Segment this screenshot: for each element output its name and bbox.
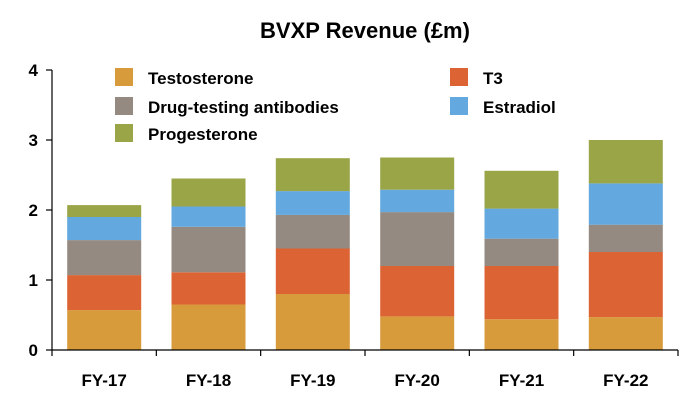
legend-swatch	[450, 97, 468, 115]
bar-segment-progesterone-fy-19	[275, 158, 350, 192]
bar-segment-estradiol-fy-18	[171, 206, 246, 227]
bar-segment-drug-testing-antibodies-fy-17	[67, 240, 142, 276]
legend-label: Progesterone	[148, 125, 258, 144]
legend-swatch	[115, 97, 133, 115]
bar-segment-drug-testing-antibodies-fy-18	[171, 226, 246, 273]
legend-label: T3	[483, 69, 503, 88]
bar-stack-fy-19	[275, 158, 350, 350]
bar-segment-progesterone-fy-18	[171, 178, 246, 207]
bar-segment-drug-testing-antibodies-fy-20	[380, 212, 455, 266]
y-tick-label: 3	[29, 131, 38, 150]
bar-segment-t3-fy-21	[484, 266, 559, 320]
legend-item-progesterone: Progesterone	[115, 124, 258, 144]
bar-segment-estradiol-fy-20	[380, 189, 455, 213]
legend-swatch	[450, 68, 468, 86]
bar-segment-progesterone-fy-17	[67, 205, 142, 217]
x-tick-label: FY-17	[81, 371, 126, 390]
y-tick-label: 4	[29, 61, 39, 80]
bar-stack-fy-22	[588, 140, 663, 350]
y-tick-label: 1	[29, 271, 38, 290]
x-tick-label: FY-22	[603, 371, 648, 390]
bar-segment-t3-fy-20	[380, 266, 455, 317]
bar-segment-progesterone-fy-22	[588, 140, 663, 184]
x-tick-label: FY-19	[290, 371, 335, 390]
legend-item-drug-testing-antibodies: Drug-testing antibodies	[115, 97, 339, 117]
bar-stack-fy-20	[380, 157, 455, 350]
bar-segment-drug-testing-antibodies-fy-19	[275, 214, 350, 249]
legend-swatch	[115, 124, 133, 142]
axes-layer: 0 1 2 3 4 FY-17 FY-18 FY-19 FY-20 FY-21 FY-22	[29, 61, 679, 390]
bar-segment-drug-testing-antibodies-fy-21	[484, 238, 559, 266]
legend-label: Drug-testing antibodies	[148, 98, 339, 117]
x-tick-label: FY-18	[186, 371, 231, 390]
bar-segment-estradiol-fy-21	[484, 208, 559, 239]
y-tick-label: 0	[29, 341, 38, 360]
y-tick-label: 2	[29, 201, 38, 220]
bar-segment-testosterone-fy-19	[275, 294, 350, 350]
bar-segment-testosterone-fy-21	[484, 319, 559, 350]
legend-swatch	[115, 68, 133, 86]
bar-stack-fy-17	[67, 205, 142, 350]
legend-item-t3: T3	[450, 68, 503, 88]
legend-item-estradiol: Estradiol	[450, 97, 556, 117]
legend-item-testosterone: Testosterone	[115, 68, 254, 88]
bar-stack-fy-21	[484, 170, 559, 350]
bar-segment-testosterone-fy-20	[380, 316, 455, 350]
bar-segment-testosterone-fy-17	[67, 310, 142, 350]
chart-title: BVXP Revenue (£m)	[260, 18, 470, 43]
bar-segment-progesterone-fy-20	[380, 157, 455, 190]
bar-segment-progesterone-fy-21	[484, 170, 559, 209]
bar-segment-estradiol-fy-22	[588, 183, 663, 225]
bar-segment-testosterone-fy-18	[171, 304, 246, 350]
bar-segment-t3-fy-22	[588, 252, 663, 318]
bar-segment-t3-fy-18	[171, 272, 246, 305]
bar-stack-fy-18	[171, 178, 246, 350]
bar-segment-t3-fy-19	[275, 248, 350, 294]
bar-segment-estradiol-fy-19	[275, 191, 350, 215]
x-tick-label: FY-21	[499, 371, 544, 390]
legend-label: Estradiol	[483, 98, 556, 117]
bar-segment-t3-fy-17	[67, 275, 142, 311]
bar-segment-testosterone-fy-22	[588, 317, 663, 350]
legend: Testosterone T3 Drug-testing antibodies Est…	[115, 68, 556, 144]
bar-segment-estradiol-fy-17	[67, 217, 142, 241]
x-tick-label: FY-20	[394, 371, 439, 390]
bars-layer	[67, 140, 663, 350]
bar-segment-drug-testing-antibodies-fy-22	[588, 224, 663, 252]
legend-label: Testosterone	[148, 69, 254, 88]
